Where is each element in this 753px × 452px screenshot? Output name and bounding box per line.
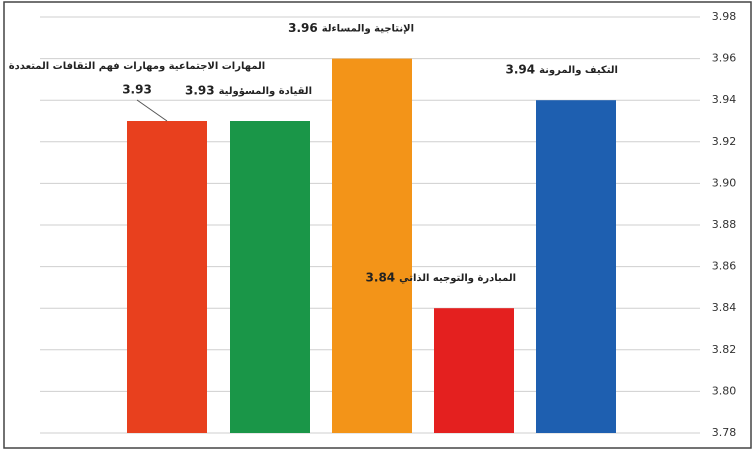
bar xyxy=(536,100,616,433)
data-label-category: المبادرة والتوجيه الذاتي xyxy=(399,273,516,284)
data-label-category: القيادة والمسؤولية xyxy=(219,86,312,97)
y-tick-label: 3.78 xyxy=(712,426,737,439)
bar xyxy=(434,308,514,433)
data-label-category: الإنتاجية والمساءلة xyxy=(322,24,414,35)
data-label-value: 3.93 xyxy=(185,84,215,98)
data-label-category: المهارات الاجتماعية ومهارات فهم الثقافات… xyxy=(9,61,265,72)
y-tick-label: 3.90 xyxy=(712,176,737,189)
y-tick-label: 3.96 xyxy=(712,52,737,65)
y-tick-label: 3.92 xyxy=(712,135,737,148)
data-label-value: 3.84 xyxy=(366,271,396,285)
y-tick-label: 3.88 xyxy=(712,218,737,231)
leader-line xyxy=(136,99,168,122)
y-tick-label: 3.84 xyxy=(712,301,737,314)
y-tick-label: 3.86 xyxy=(712,260,737,273)
y-tick-label: 3.82 xyxy=(712,343,737,356)
y-tick-label: 3.98 xyxy=(712,10,737,23)
frame xyxy=(3,1,752,449)
data-label-category: التكيف والمرونة xyxy=(539,65,618,76)
bar xyxy=(230,121,310,433)
data-label-value: 3.94 xyxy=(505,63,535,77)
y-tick-label: 3.94 xyxy=(712,93,737,106)
bar xyxy=(332,58,412,433)
data-label-value: 3.93 xyxy=(122,83,152,97)
y-tick-label: 3.80 xyxy=(712,384,737,397)
data-label-value: 3.96 xyxy=(288,21,318,35)
bar xyxy=(127,121,207,433)
